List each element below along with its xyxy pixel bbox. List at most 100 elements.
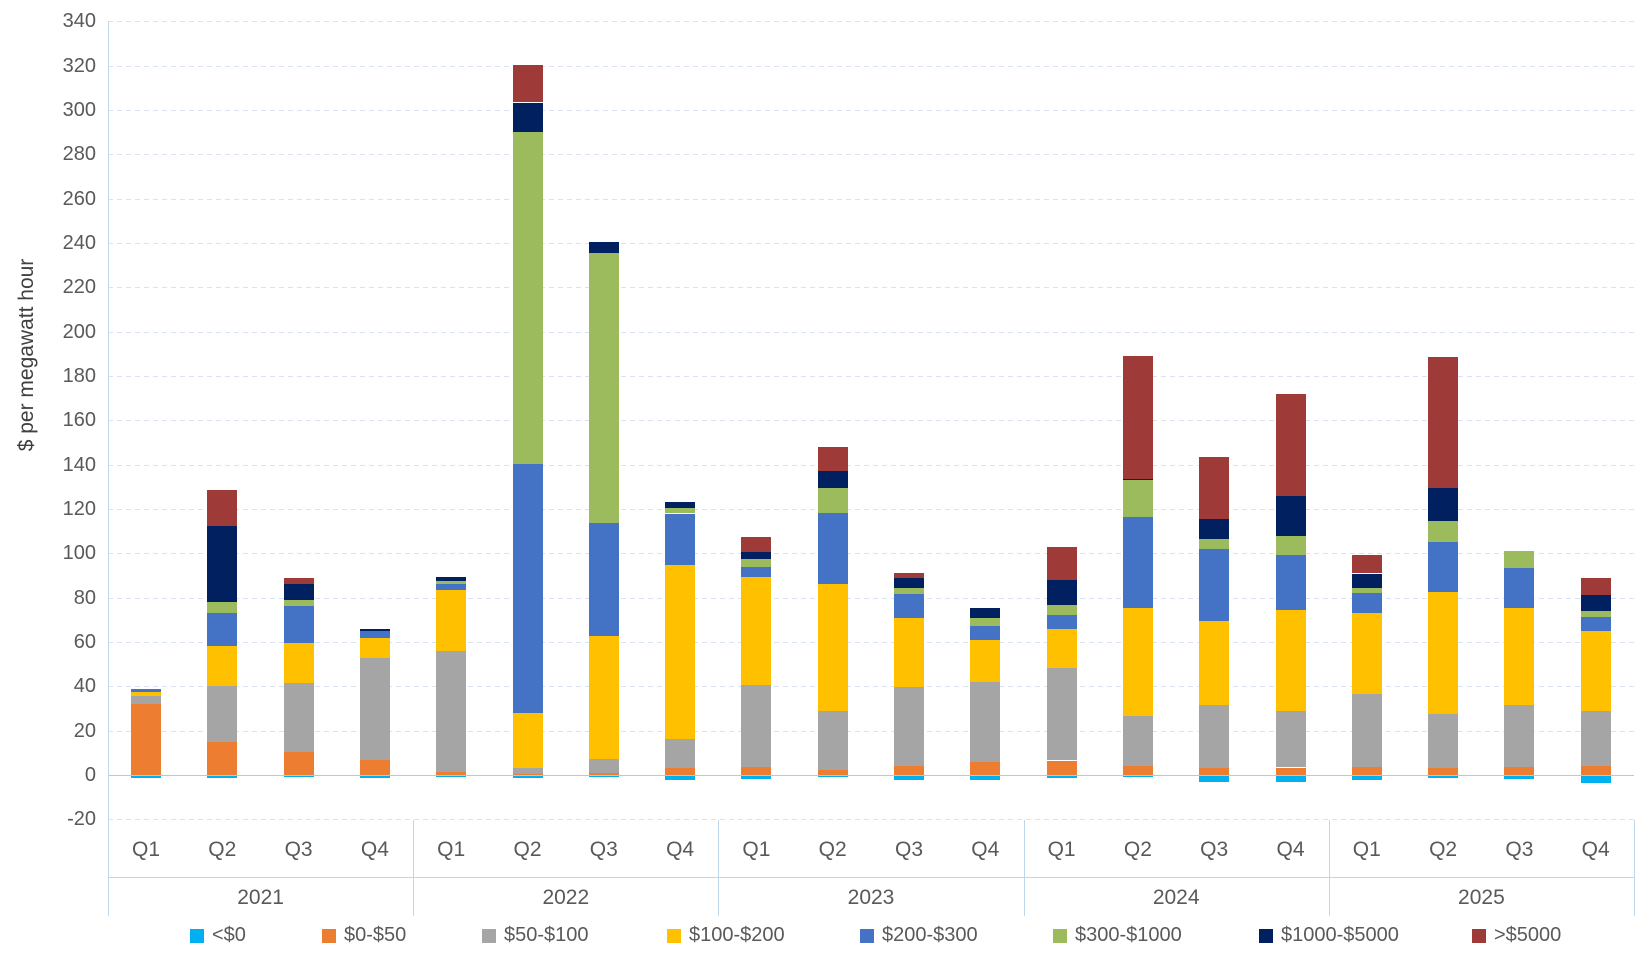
bar-segment — [970, 776, 1001, 781]
bar-segment — [1504, 766, 1535, 775]
y-tick-label: 220 — [62, 276, 96, 299]
y-tick-label: 240 — [62, 232, 96, 254]
legend-label: $0-$50 — [344, 924, 407, 946]
bar-segment — [1351, 694, 1382, 767]
bar-segment — [1504, 776, 1535, 780]
bar-segment — [1428, 592, 1459, 715]
bar-segment — [741, 685, 772, 768]
bar-segment — [1351, 766, 1382, 775]
bar-segment — [512, 773, 543, 775]
bar-segment — [283, 605, 314, 644]
quarter-label: Q3 — [589, 838, 618, 861]
gridline-280 — [108, 154, 1634, 156]
bar-segment — [359, 759, 390, 775]
bar-segment — [588, 241, 619, 254]
category-separator — [1634, 819, 1635, 916]
legend-swatch — [322, 928, 336, 943]
bar-segment — [512, 464, 543, 713]
quarter-label: Q1 — [1047, 838, 1076, 861]
legend-label: >$5000 — [1494, 924, 1562, 946]
legend-item: >$5000 — [1472, 924, 1561, 947]
bar-segment — [207, 686, 238, 742]
bar-segment — [1122, 479, 1153, 517]
category-separator — [413, 819, 415, 916]
bar-segment — [207, 645, 238, 687]
bar-segment — [1275, 610, 1306, 711]
bar-segment — [359, 631, 390, 638]
bar-segment — [283, 583, 314, 600]
bar-segment — [1275, 554, 1306, 611]
gridline-100 — [108, 553, 1634, 555]
bar-segment — [283, 776, 314, 778]
quarter-label: Q4 — [1581, 838, 1610, 861]
year-label: 2021 — [237, 886, 284, 909]
y-tick-label: 300 — [62, 99, 96, 122]
legend-label: $300-$1000 — [1075, 924, 1182, 946]
bar-segment — [894, 686, 924, 766]
bar-segment — [665, 767, 696, 775]
y-tick-label: 160 — [62, 409, 96, 432]
bar-segment — [1199, 705, 1230, 768]
bar-segment — [1046, 615, 1077, 629]
bar-segment — [131, 691, 161, 696]
bar-segment — [1580, 766, 1611, 775]
y-tick-label: 260 — [62, 187, 96, 210]
bar-segment — [1046, 667, 1077, 761]
bar-segment — [970, 608, 1001, 619]
legend-label: $1000-$5000 — [1281, 924, 1399, 946]
y-tick-label: 20 — [73, 719, 96, 742]
bar-segment — [665, 565, 696, 740]
bar-segment — [741, 559, 772, 567]
y-tick-label: 200 — [62, 320, 96, 343]
bar-segment — [131, 704, 161, 775]
bar-segment — [665, 739, 696, 768]
bar-segment — [1122, 516, 1153, 609]
legend-item: <$0 — [190, 924, 246, 947]
gridline-60 — [108, 642, 1634, 643]
quarter-label: Q2 — [513, 838, 542, 861]
gridline-220 — [108, 287, 1634, 289]
bar-segment — [970, 618, 1001, 626]
bar-segment — [359, 628, 390, 632]
bar-segment — [1199, 767, 1230, 775]
bar-segment — [436, 650, 467, 772]
bar-segment — [894, 593, 924, 619]
bar-segment — [436, 776, 467, 778]
bar-segment — [894, 573, 924, 578]
bar-segment — [1351, 573, 1382, 589]
bar-segment — [741, 566, 772, 577]
bar-segment — [1504, 567, 1535, 609]
bar-segment — [207, 741, 238, 775]
quarter-label: Q1 — [131, 838, 160, 861]
bar-segment — [1275, 535, 1306, 555]
bar-segment — [283, 643, 314, 684]
category-separator — [1023, 819, 1025, 916]
bar-segment — [741, 767, 772, 775]
y-tick-label: 340 — [62, 10, 96, 33]
bar-segment — [283, 578, 314, 584]
bar-segment — [359, 776, 390, 779]
year-label: 2024 — [1152, 886, 1200, 909]
bar-segment — [665, 501, 696, 509]
y-tick-label: 180 — [62, 365, 96, 387]
quarter-label: Q1 — [742, 838, 771, 861]
bar-segment — [283, 599, 314, 606]
bar-segment — [512, 102, 543, 133]
bar-segment — [207, 776, 238, 779]
bar-segment — [741, 576, 772, 685]
bar-segment — [1504, 608, 1535, 705]
legend-item: $200-$300 — [860, 924, 978, 947]
bar-segment — [1504, 704, 1535, 767]
legend-item: $50-$100 — [482, 924, 589, 947]
y-tick-label: 0 — [84, 764, 96, 786]
category-separator — [1328, 819, 1330, 916]
bar-segment — [1199, 539, 1230, 550]
bar-segment — [741, 551, 772, 560]
bar-segment — [970, 640, 1001, 682]
bar-segment — [1580, 595, 1611, 612]
year-label: 2023 — [847, 886, 895, 909]
year-label: 2025 — [1458, 886, 1505, 909]
bar-segment — [512, 776, 543, 779]
bar-segment — [1580, 631, 1611, 712]
bar-segment — [1580, 616, 1611, 632]
